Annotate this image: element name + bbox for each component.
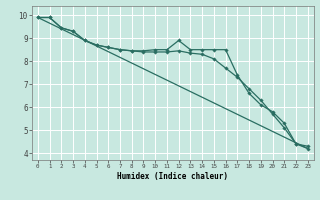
X-axis label: Humidex (Indice chaleur): Humidex (Indice chaleur) xyxy=(117,172,228,181)
